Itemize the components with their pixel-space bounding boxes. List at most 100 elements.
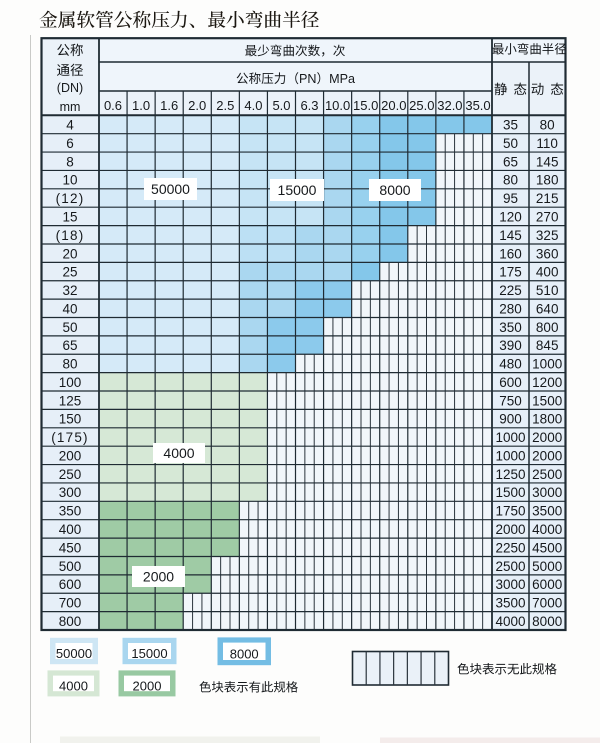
svg-text:4000: 4000 [532, 522, 562, 537]
svg-text:360: 360 [536, 246, 559, 261]
svg-text:160: 160 [499, 246, 522, 261]
svg-text:6000: 6000 [532, 577, 562, 592]
svg-text:80: 80 [62, 357, 77, 372]
svg-text:mm: mm [60, 100, 81, 114]
svg-text:215: 215 [536, 191, 559, 206]
svg-text:3000: 3000 [495, 577, 525, 592]
svg-text:8000: 8000 [230, 646, 259, 661]
svg-text:80: 80 [503, 173, 518, 188]
svg-text:1000: 1000 [495, 430, 525, 445]
svg-text:500: 500 [59, 559, 82, 574]
svg-text:4000: 4000 [495, 614, 525, 629]
svg-text:65: 65 [62, 338, 77, 353]
svg-text:15: 15 [62, 210, 77, 225]
svg-text:180: 180 [536, 173, 559, 188]
svg-text:450: 450 [59, 540, 82, 555]
svg-text:65: 65 [503, 154, 518, 169]
svg-text:8: 8 [66, 154, 74, 169]
svg-text:20: 20 [62, 246, 77, 261]
svg-text:25.0: 25.0 [409, 98, 434, 113]
svg-text:1.6: 1.6 [160, 98, 178, 113]
svg-text:150: 150 [59, 412, 82, 427]
svg-text:6: 6 [66, 136, 74, 151]
svg-text:1000: 1000 [532, 357, 562, 372]
svg-text:125: 125 [59, 393, 82, 408]
svg-text:2000: 2000 [133, 679, 162, 694]
svg-text:390: 390 [499, 338, 522, 353]
svg-text:2500: 2500 [495, 559, 525, 574]
svg-text:4.0: 4.0 [244, 98, 262, 113]
svg-text:200: 200 [59, 449, 82, 464]
svg-text:280: 280 [499, 301, 522, 316]
svg-text:1500: 1500 [495, 485, 525, 500]
svg-text:270: 270 [536, 210, 559, 225]
svg-text:7000: 7000 [532, 596, 562, 611]
svg-text:145: 145 [499, 228, 522, 243]
svg-text:3000: 3000 [532, 485, 562, 500]
svg-text:2.5: 2.5 [216, 98, 234, 113]
svg-text:2000: 2000 [532, 449, 562, 464]
svg-text:8000: 8000 [379, 182, 410, 198]
svg-text:700: 700 [59, 596, 82, 611]
svg-text:800: 800 [59, 614, 82, 629]
svg-text:MPa: MPa [329, 72, 355, 86]
svg-text:2500: 2500 [532, 467, 562, 482]
svg-text:2000: 2000 [495, 522, 525, 537]
svg-text:4000: 4000 [163, 445, 194, 461]
svg-text:50000: 50000 [56, 646, 92, 661]
svg-text:10: 10 [62, 173, 77, 188]
svg-text:400: 400 [59, 522, 82, 537]
svg-text:145: 145 [536, 154, 559, 169]
svg-text:25: 25 [62, 265, 77, 280]
svg-text:350: 350 [499, 320, 522, 335]
svg-text:300: 300 [59, 485, 82, 500]
svg-text:750: 750 [499, 393, 522, 408]
svg-text:50: 50 [503, 136, 518, 151]
svg-text:50: 50 [62, 320, 77, 335]
svg-text:95: 95 [503, 191, 518, 206]
svg-text:1750: 1750 [495, 504, 525, 519]
svg-text:250: 250 [59, 467, 82, 482]
svg-text:4000: 4000 [59, 679, 88, 694]
svg-text:50000: 50000 [151, 181, 190, 197]
svg-text:5000: 5000 [532, 559, 562, 574]
svg-text:35.0: 35.0 [465, 98, 490, 113]
svg-text:20.0: 20.0 [381, 98, 406, 113]
svg-text:(175): (175) [51, 430, 89, 445]
svg-text:225: 225 [499, 283, 522, 298]
svg-text:110: 110 [536, 136, 558, 151]
svg-text:1200: 1200 [532, 375, 562, 390]
svg-text:120: 120 [499, 210, 522, 225]
svg-text:600: 600 [59, 577, 82, 592]
svg-text:PN: PN [299, 72, 317, 86]
svg-text:15.0: 15.0 [353, 98, 378, 113]
svg-text:3500: 3500 [495, 596, 525, 611]
svg-text:80: 80 [540, 118, 555, 133]
svg-text:2000: 2000 [143, 569, 174, 585]
svg-text:1800: 1800 [532, 412, 562, 427]
svg-text:1000: 1000 [495, 449, 525, 464]
svg-text:350: 350 [59, 504, 82, 519]
svg-text:6.3: 6.3 [300, 98, 318, 113]
svg-text:15000: 15000 [131, 646, 167, 661]
svg-text:1.0: 1.0 [132, 98, 150, 113]
svg-text:4500: 4500 [532, 540, 562, 555]
svg-text:1250: 1250 [495, 467, 525, 482]
svg-text:40: 40 [62, 301, 77, 316]
svg-text:0.6: 0.6 [104, 98, 122, 113]
svg-text:845: 845 [536, 338, 559, 353]
svg-text:800: 800 [536, 320, 559, 335]
svg-text:600: 600 [499, 375, 522, 390]
svg-text:2000: 2000 [532, 430, 562, 445]
svg-text:(12): (12) [56, 191, 85, 206]
svg-text:32.0: 32.0 [437, 98, 462, 113]
svg-text:2.0: 2.0 [188, 98, 206, 113]
svg-text:100: 100 [59, 375, 82, 390]
svg-text:(18): (18) [56, 228, 85, 243]
svg-text:2250: 2250 [495, 540, 525, 555]
svg-text:175: 175 [499, 265, 522, 280]
svg-text:1500: 1500 [532, 393, 562, 408]
svg-text:(DN): (DN) [57, 81, 83, 95]
svg-text:325: 325 [536, 228, 559, 243]
svg-text:480: 480 [499, 357, 522, 372]
